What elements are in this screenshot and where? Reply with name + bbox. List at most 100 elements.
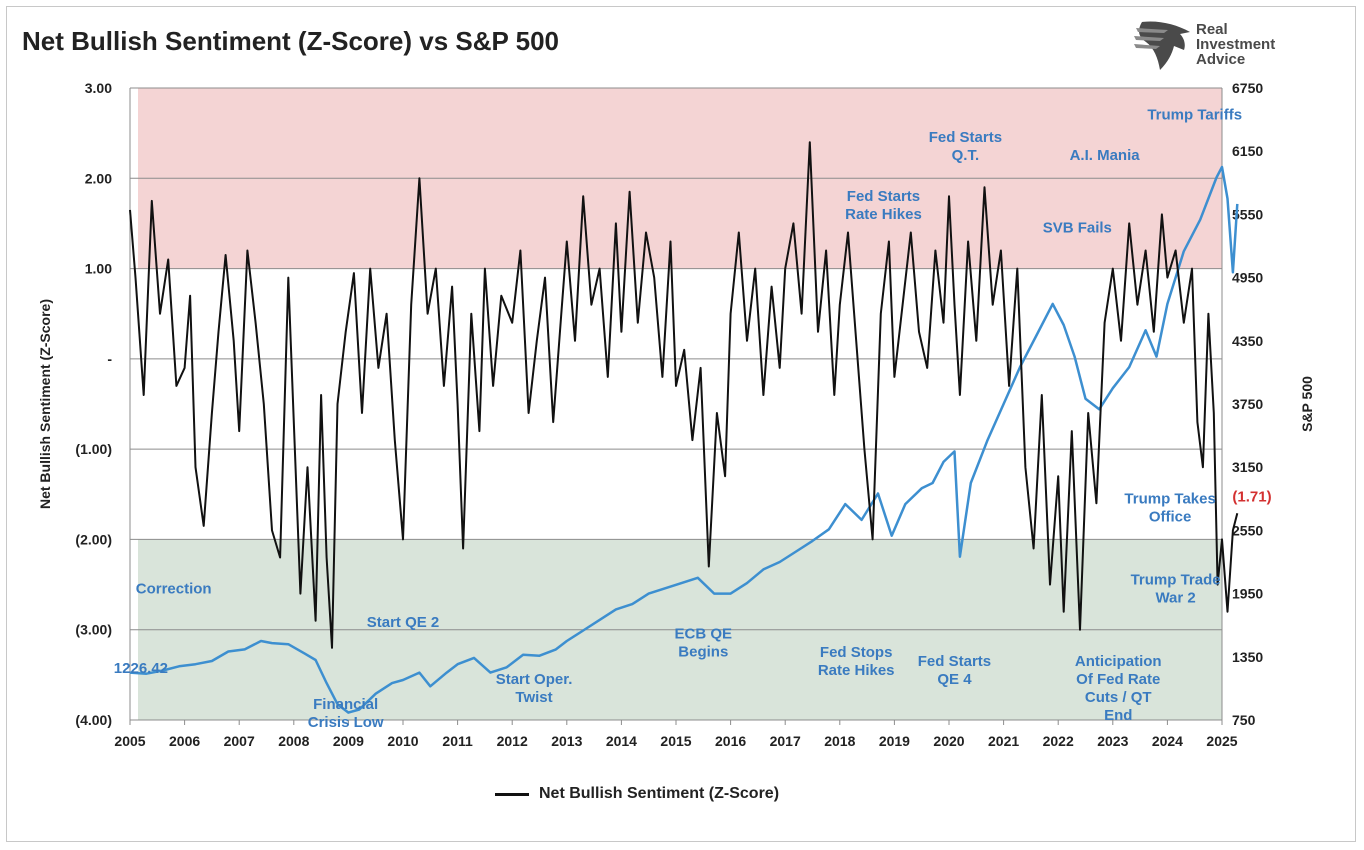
legend: Net Bullish Sentiment (Z-Score) [495,785,779,803]
y-right-tick-label: 1350 [1232,649,1263,665]
x-tick-label: 2011 [442,733,473,749]
annotation-line: War 2 [1155,590,1195,607]
annotation-line: Anticipation [1075,653,1162,670]
annotation-line: Fed Stops [820,644,893,661]
annotation-label: ECB QE Begins [675,626,733,661]
logo-line-1: Real [1196,21,1228,38]
x-tick-label: 2019 [879,733,910,749]
y-right-tick-label: 3150 [1232,459,1263,475]
logo-line-2: Investment [1196,36,1276,53]
legend-label: Net Bullish Sentiment (Z-Score) [539,785,780,802]
logo-eagle [1134,21,1190,70]
legend-swatch [495,792,529,796]
annotation-line: (1.71) [1232,489,1271,506]
annotation-line: Office [1149,508,1192,525]
annotation-label: Trump Tariffs [1147,107,1242,124]
annotation-label: Trump Takes Office [1124,490,1215,525]
y-right-axis-label: S&P 500 [1299,376,1315,432]
annotation-label: 1226.42 [114,660,168,677]
annotation-line: Crisis Low [308,714,384,731]
annotation-line: SVB Fails [1043,219,1112,236]
annotation-label: Correction [136,581,212,598]
y-left-tick-label: 2.00 [85,170,112,186]
x-tick-label: 2021 [988,733,1019,749]
series-sp500-line [129,165,1239,714]
annotation-line: Start Oper. [496,671,573,688]
annotation-label: (1.71) [1232,489,1271,506]
annotation-label: Anticipation Of Fed Rate Cuts / QT End [1075,653,1162,724]
y-right-tick-label: 5550 [1232,206,1263,222]
annotation-line: ECB QE [675,626,733,643]
annotation-line: Of Fed Rate [1076,671,1160,688]
annotation-line: Twist [515,689,552,706]
chart-title: Net Bullish Sentiment (Z-Score) vs S&P 5… [22,26,559,56]
annotation-line: Fed Starts [929,129,1002,146]
x-tick-label: 2025 [1206,733,1237,749]
x-tick-label: 2010 [387,733,418,749]
y-right-tick-label: 750 [1232,712,1256,728]
annotation-label: A.I. Mania [1070,147,1141,164]
annotation-line: Rate Hikes [818,662,895,679]
y-left-tick-label: 3.00 [85,80,112,96]
annotation-line: Trump Takes [1124,490,1215,507]
y-left-tick-label: (3.00) [75,622,112,638]
y-left-tick-label: - [107,351,112,367]
x-tick-label: 2024 [1152,733,1183,749]
annotation-line: Cuts / QT [1085,689,1152,706]
y-left-axis-label: Net Bullish Sentiment (Z-Score) [37,299,53,509]
x-tick-label: 2013 [551,733,582,749]
annotation-line: Rate Hikes [845,206,922,223]
annotation-label: Trump Trade War 2 [1131,572,1221,607]
logo-text: Real Investment Advice [1196,22,1275,67]
annotation-line: Correction [136,581,212,598]
x-tick-label: 2022 [1043,733,1074,749]
annotation-label: SVB Fails [1043,219,1112,236]
annotation-line: End [1104,707,1132,724]
annotation-line: Begins [678,644,728,661]
y-left-tick-label: (4.00) [75,712,112,728]
y-right-tick-label: 4350 [1232,333,1263,349]
y-right-tick-label: 4950 [1232,270,1263,286]
annotation-label: Start QE 2 [367,614,440,631]
x-tick-label: 2008 [278,733,309,749]
y-left-tick-label: 1.00 [85,261,112,277]
y-left-tick-label: (1.00) [75,441,112,457]
x-tick-label: 2020 [933,733,964,749]
annotation-line: Start QE 2 [367,614,440,631]
annotation-line: Q.T. [952,147,980,164]
y-right-tick-label: 6750 [1232,80,1263,96]
annotation-line: 1226.42 [114,660,168,677]
x-tick-label: 2009 [333,733,364,749]
x-tick-label: 2017 [770,733,801,749]
annotation-line: A.I. Mania [1070,147,1141,164]
x-tick-label: 2007 [224,733,255,749]
x-tick-label: 2012 [497,733,528,749]
annotation-label: Start Oper. Twist [496,671,573,706]
x-tick-label: 2006 [169,733,200,749]
annotation-label: Fed Starts QE 4 [918,653,991,688]
annotation-label: Fed Stops Rate Hikes [818,644,895,679]
series-sentiment-line [129,141,1239,649]
x-tick-label: 2015 [660,733,691,749]
y-right-tick-label: 6150 [1232,143,1263,159]
annotation-label: Financial Crisis Low [308,696,384,731]
annotation-line: Trump Trade [1131,572,1221,589]
eagle-head-icon [1134,21,1190,70]
annotation-line: Trump Tariffs [1147,107,1242,124]
x-tick-label: 2023 [1097,733,1128,749]
y-left-tick-label: (2.00) [75,531,112,547]
annotation-label: Fed Starts Q.T. [929,129,1002,164]
y-right-tick-label: 2550 [1232,522,1263,538]
x-tick-label: 2018 [824,733,855,749]
annotation-line: QE 4 [937,671,972,688]
annotation-line: Fed Starts [918,653,991,670]
logo-line-3: Advice [1196,51,1246,68]
x-tick-label: 2005 [114,733,145,749]
y-right-tick-label: 3750 [1232,396,1263,412]
annotation-line: Financial [313,696,378,713]
x-tick-label: 2014 [606,733,637,749]
annotation-label: Fed Starts Rate Hikes [845,188,922,223]
annotation-line: Fed Starts [847,188,920,205]
y-right-tick-label: 1950 [1232,586,1263,602]
